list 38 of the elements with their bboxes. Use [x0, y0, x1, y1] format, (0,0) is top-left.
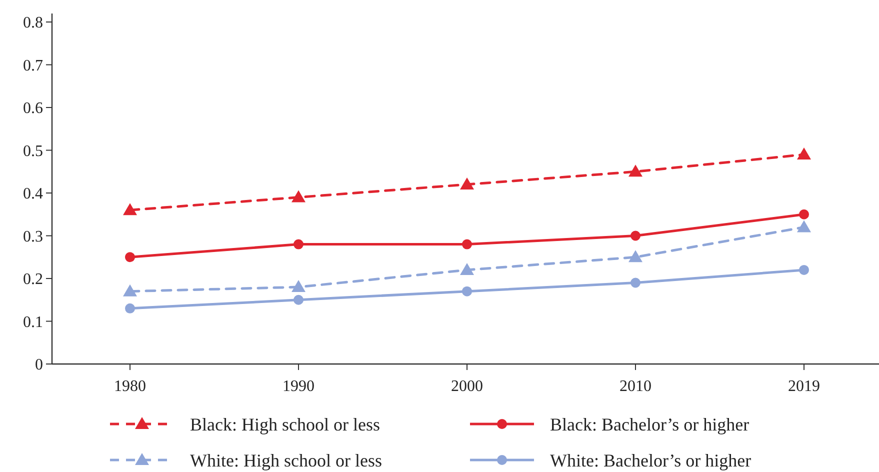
- x-tick-label: 2010: [620, 378, 652, 395]
- point: [460, 177, 474, 190]
- point: [294, 294, 304, 305]
- y-tick-label: 0.5: [23, 142, 43, 160]
- point: [630, 278, 640, 288]
- point: [628, 164, 642, 177]
- point: [123, 203, 137, 216]
- point: [462, 239, 472, 250]
- point: [125, 303, 135, 314]
- point: [799, 264, 809, 275]
- point: [125, 252, 135, 262]
- y-tick-label: 0.4: [23, 186, 43, 203]
- point: [292, 190, 306, 202]
- point: [462, 286, 472, 296]
- y-tick-label: 0.3: [23, 228, 43, 246]
- x-tick-label: 2019: [788, 378, 820, 395]
- point: [799, 209, 809, 220]
- point: [797, 220, 811, 232]
- x-tick-label: 1980: [114, 378, 146, 395]
- legend-label: White: Bachelor’s or higher: [550, 450, 752, 470]
- y-tick-label: 0.7: [23, 57, 43, 74]
- point: [294, 239, 304, 250]
- point: [292, 280, 306, 292]
- x-tick-label: 1990: [282, 378, 314, 395]
- x-tick-label: 2000: [451, 378, 483, 395]
- point: [460, 262, 474, 275]
- point: [630, 230, 640, 241]
- point: [628, 250, 642, 262]
- y-tick-label: 0.1: [23, 314, 43, 331]
- y-tick-label: 0.6: [23, 100, 43, 118]
- legend-label: White: High school or less: [190, 450, 382, 470]
- y-tick-label: 0.8: [23, 14, 43, 32]
- point: [123, 284, 137, 296]
- legend-label: Black: High school or less: [190, 414, 380, 434]
- y-tick-label: 0: [35, 356, 43, 374]
- y-tick-label: 0.2: [23, 271, 43, 288]
- point: [797, 148, 811, 160]
- legend-label: Black: Bachelor’s or higher: [550, 414, 750, 434]
